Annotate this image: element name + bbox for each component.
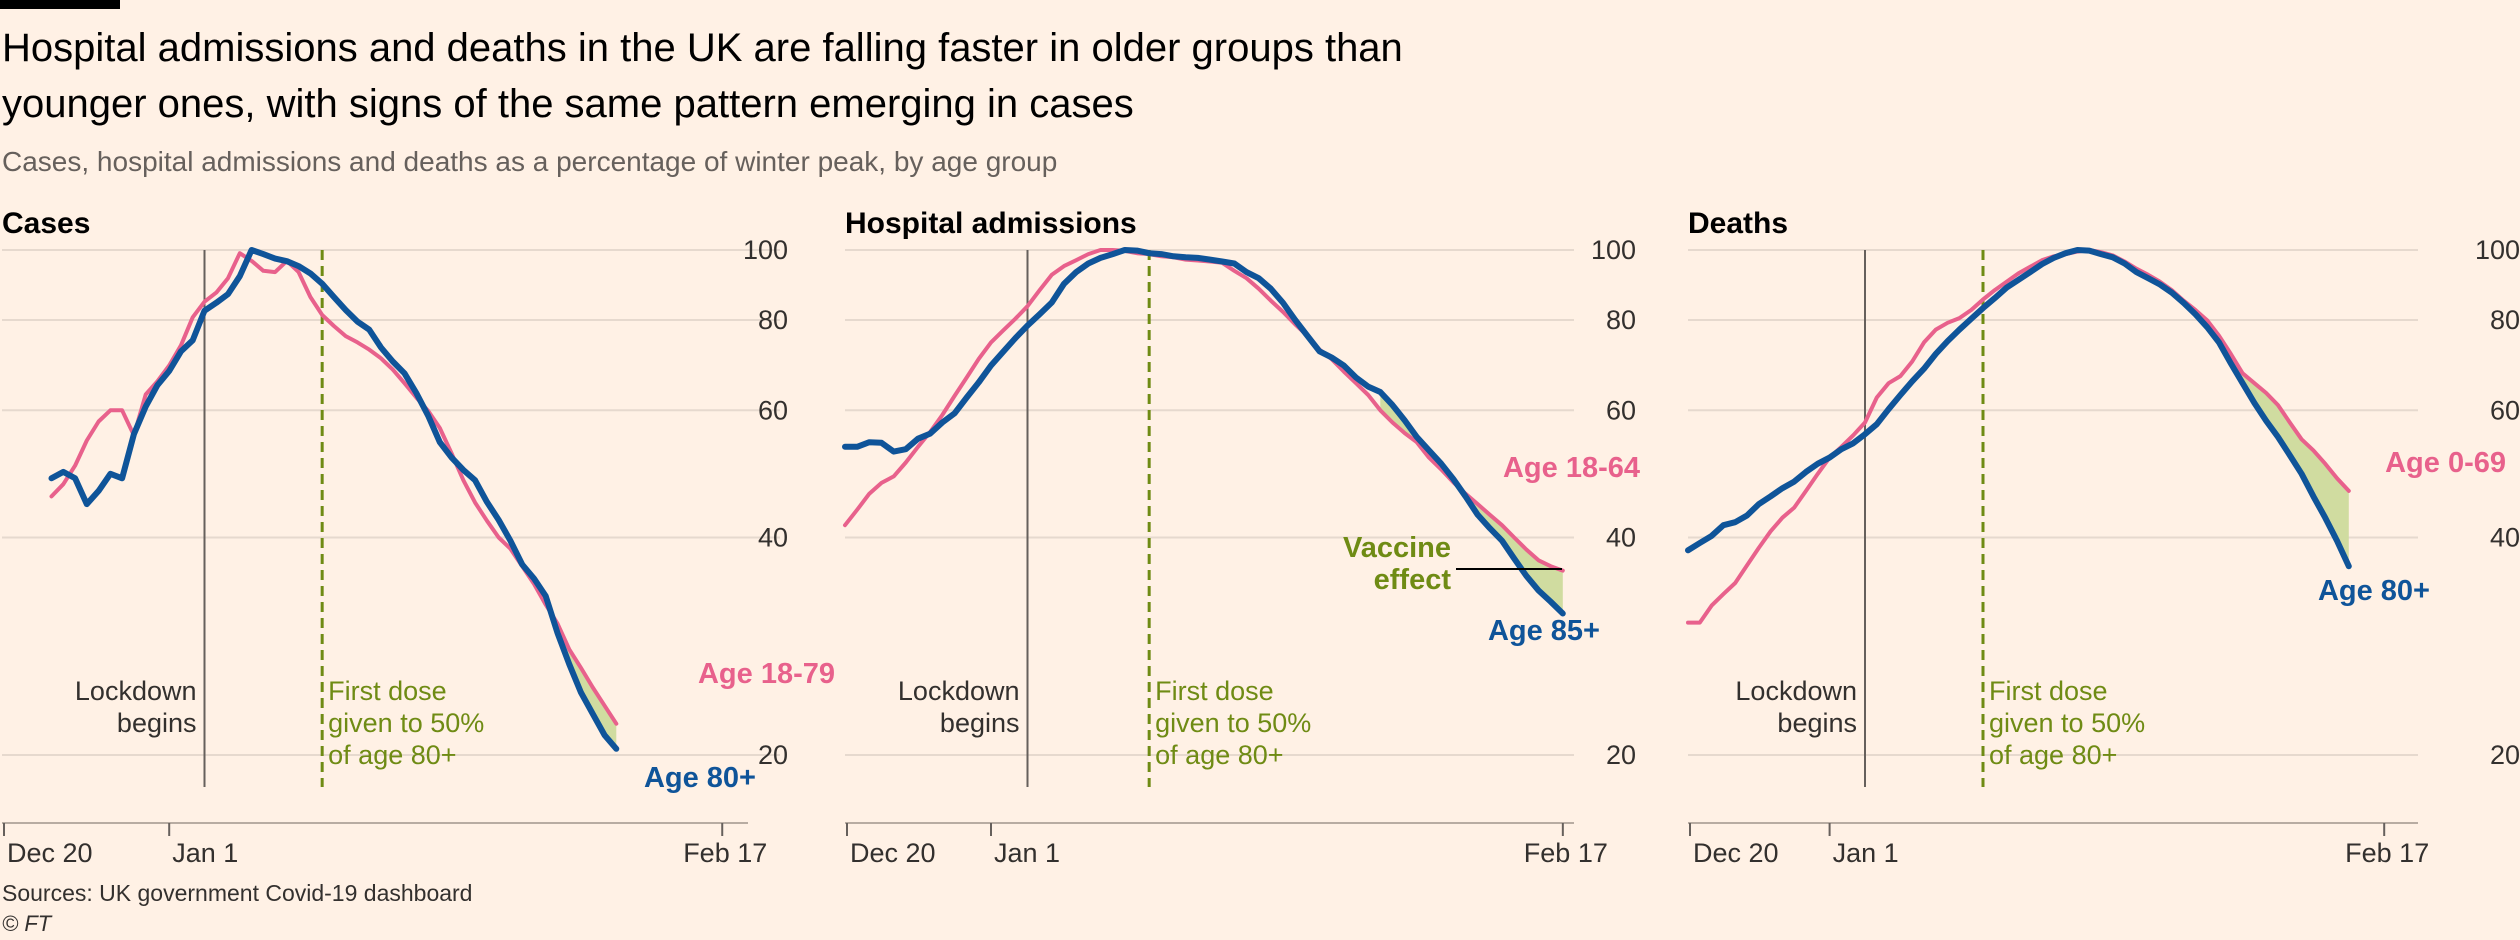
first-dose-label: First dose	[1155, 676, 1274, 706]
lockdown-label: begins	[940, 708, 1020, 738]
y-tick-label: 100	[743, 235, 788, 265]
y-tick-label: 20	[758, 740, 788, 770]
first-dose-label: First dose	[1989, 676, 2108, 706]
x-tick-label: Jan 1	[172, 838, 238, 868]
x-tick-label: Dec 20	[850, 838, 936, 868]
vaccine-effect-label: Vaccine	[1343, 532, 1451, 564]
panel-title: Cases	[2, 207, 90, 240]
lockdown-label: Lockdown	[898, 676, 1020, 706]
series-label-age-0-69: Age 0-69	[2385, 447, 2506, 479]
y-tick-label: 40	[2490, 523, 2520, 553]
y-tick-label: 60	[1606, 395, 1636, 425]
lockdown-label: begins	[1777, 708, 1857, 738]
copyright: © FT	[2, 911, 52, 936]
vaccine-effect-label: effect	[1374, 564, 1452, 596]
series-label-age-80: Age 80+	[2318, 575, 2430, 607]
y-tick-label: 60	[2490, 395, 2520, 425]
chart-area: Cases 100 80 60 40 20 Dec 20 Jan 1 Feb 17 Lockdow…	[2, 207, 2520, 868]
source-note: Sources: UK government Covid-19 dashboar…	[2, 880, 473, 906]
panel-deaths: Deaths 100 80 60 40 20 Dec 20 Jan 1 Feb 17 Lockdo…	[1685, 207, 2520, 868]
first-dose-label: given to 50%	[1155, 708, 1311, 738]
first-dose-label: First dose	[328, 676, 447, 706]
x-tick-label: Jan 1	[994, 838, 1060, 868]
x-tick-label: Dec 20	[7, 838, 93, 868]
series-label-age-18-64: Age 18-64	[1503, 452, 1640, 484]
y-tick-label: 100	[2475, 235, 2520, 265]
series-line-age-0-69	[1686, 248, 2351, 625]
panel-title: Deaths	[1688, 207, 1788, 240]
lockdown-label: Lockdown	[75, 676, 197, 706]
first-dose-label: of age 80+	[328, 740, 456, 770]
panel-hospital-admissions: Hospital admissions 100 80 60 40 20 Dec 20 Jan …	[842, 207, 1640, 868]
lockdown-label: begins	[117, 708, 197, 738]
y-tick-label: 80	[2490, 305, 2520, 335]
series-line-age-18-79	[49, 251, 619, 726]
y-tick-label: 20	[2490, 740, 2520, 770]
x-tick-label: Feb 17	[2345, 838, 2429, 868]
y-tick-label: 60	[758, 395, 788, 425]
y-tick-label: 100	[1591, 235, 1636, 265]
first-dose-label: given to 50%	[328, 708, 484, 738]
chart-subtitle: Cases, hospital admissions and deaths as…	[2, 146, 1058, 177]
y-tick-label: 80	[1606, 305, 1636, 335]
ft-brand-bar	[0, 0, 120, 9]
series-line-age-80	[1685, 247, 2352, 570]
lockdown-label: Lockdown	[1735, 676, 1857, 706]
series-line-age-80	[48, 247, 620, 752]
series-line-age-85	[842, 247, 1566, 617]
panel-cases: Cases 100 80 60 40 20 Dec 20 Jan 1 Feb 17 Lockdow…	[2, 207, 835, 868]
first-dose-label: given to 50%	[1989, 708, 2145, 738]
x-tick-label: Jan 1	[1833, 838, 1899, 868]
first-dose-label: of age 80+	[1989, 740, 2117, 770]
chart-title: Hospital admissions and deaths in the UK…	[2, 26, 1403, 126]
series-label-age-85: Age 85+	[1488, 615, 1600, 647]
panel-title: Hospital admissions	[845, 207, 1137, 240]
series-label-age-18-79: Age 18-79	[698, 658, 835, 690]
y-tick-label: 40	[1606, 523, 1636, 553]
y-tick-label: 40	[758, 523, 788, 553]
y-tick-label: 80	[758, 305, 788, 335]
x-tick-label: Feb 17	[1524, 838, 1608, 868]
x-tick-label: Dec 20	[1693, 838, 1779, 868]
x-tick-label: Feb 17	[683, 838, 767, 868]
first-dose-label: of age 80+	[1155, 740, 1283, 770]
y-tick-label: 20	[1606, 740, 1636, 770]
series-label-age-80: Age 80+	[644, 762, 756, 794]
